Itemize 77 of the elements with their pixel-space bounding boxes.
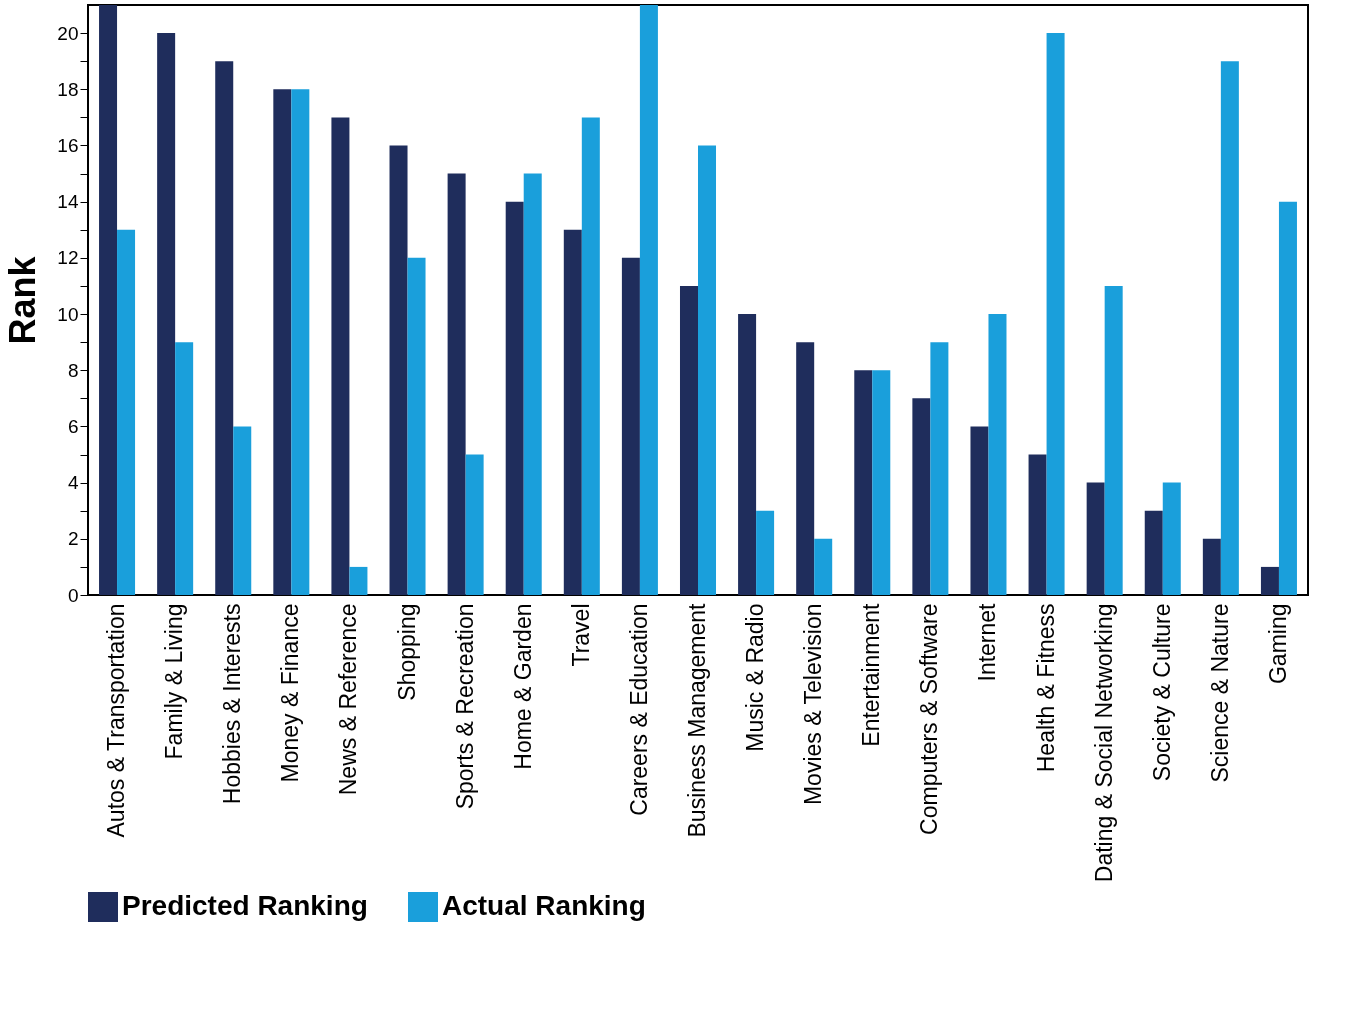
bar <box>814 538 833 595</box>
x-tick-label: Money & Finance <box>277 603 304 783</box>
bar <box>930 342 949 595</box>
y-tick-label: 4 <box>67 472 79 494</box>
bar <box>99 5 118 595</box>
x-tick-label: Family & Living <box>161 603 188 760</box>
bar <box>1104 285 1123 595</box>
y-tick-label: 0 <box>67 584 79 606</box>
x-tick-label: Autos & Transportation <box>103 603 130 838</box>
bar <box>1278 201 1297 595</box>
x-tick-label: Gaming <box>1264 603 1291 685</box>
x-tick-label: Entertainment <box>858 602 885 747</box>
x-tick-label: Hobbies & Interests <box>219 603 246 805</box>
x-tick-label: Sports & Recreation <box>451 603 478 810</box>
bar <box>1202 538 1221 595</box>
bar <box>738 314 757 595</box>
bar <box>698 145 717 595</box>
bar <box>854 370 873 595</box>
bar <box>291 89 310 595</box>
y-tick-label: 12 <box>57 247 79 269</box>
bar <box>273 89 292 595</box>
bar <box>621 257 640 595</box>
bar <box>523 173 542 595</box>
bar <box>988 314 1007 595</box>
bar <box>872 370 891 595</box>
x-tick-label: Travel <box>567 603 594 667</box>
x-tick-label: Health & Fitness <box>1032 603 1059 773</box>
x-tick-label: Shopping <box>393 603 420 701</box>
y-tick-label: 8 <box>67 359 79 381</box>
bar <box>639 5 658 595</box>
bar <box>1260 566 1279 595</box>
x-tick-label: Computers & Software <box>916 603 943 835</box>
bar <box>447 173 466 595</box>
legend-label: Actual Ranking <box>442 890 646 921</box>
x-tick-label: Internet <box>974 602 1001 682</box>
y-tick-label: 18 <box>57 78 79 100</box>
x-tick-label: Dating & Social Networking <box>1090 603 1117 883</box>
bar <box>233 426 252 595</box>
x-tick-label: Home & Garden <box>509 603 536 770</box>
y-tick-label: 2 <box>67 528 79 550</box>
bar <box>465 454 484 595</box>
y-tick-label: 10 <box>57 303 79 325</box>
bar <box>157 33 176 595</box>
bar <box>175 342 194 595</box>
bar <box>331 117 350 595</box>
bar <box>756 510 775 595</box>
bar <box>389 145 408 595</box>
x-tick-label: News & Reference <box>335 603 362 796</box>
x-tick-label: Science & Nature <box>1206 603 1233 783</box>
x-tick-label: Society & Culture <box>1148 603 1175 782</box>
y-tick-label: 16 <box>57 134 79 156</box>
bar <box>796 342 815 595</box>
bar <box>1144 510 1163 595</box>
bar <box>1046 33 1065 595</box>
bar <box>1028 454 1047 595</box>
bar <box>679 285 698 595</box>
legend-label: Predicted Ranking <box>122 890 368 921</box>
bar <box>1086 482 1105 595</box>
y-tick-label: 6 <box>67 415 79 437</box>
bar <box>581 117 600 595</box>
x-tick-label: Careers & Education <box>625 603 652 816</box>
bar <box>912 398 931 595</box>
y-axis-title: Rank <box>2 255 44 345</box>
y-tick-label: 14 <box>57 191 79 213</box>
bar <box>563 229 582 595</box>
x-tick-label: Movies & Television <box>800 603 827 806</box>
bar <box>505 201 524 595</box>
bar <box>970 426 989 595</box>
y-tick-label: 20 <box>57 22 79 44</box>
bar <box>215 61 234 595</box>
bar <box>407 257 426 595</box>
bar <box>1220 61 1239 595</box>
bar <box>1162 482 1181 595</box>
x-tick-label: Music & Radio <box>742 603 769 752</box>
bar <box>117 229 136 595</box>
x-tick-label: Business Management <box>684 602 710 838</box>
bar <box>349 566 368 595</box>
